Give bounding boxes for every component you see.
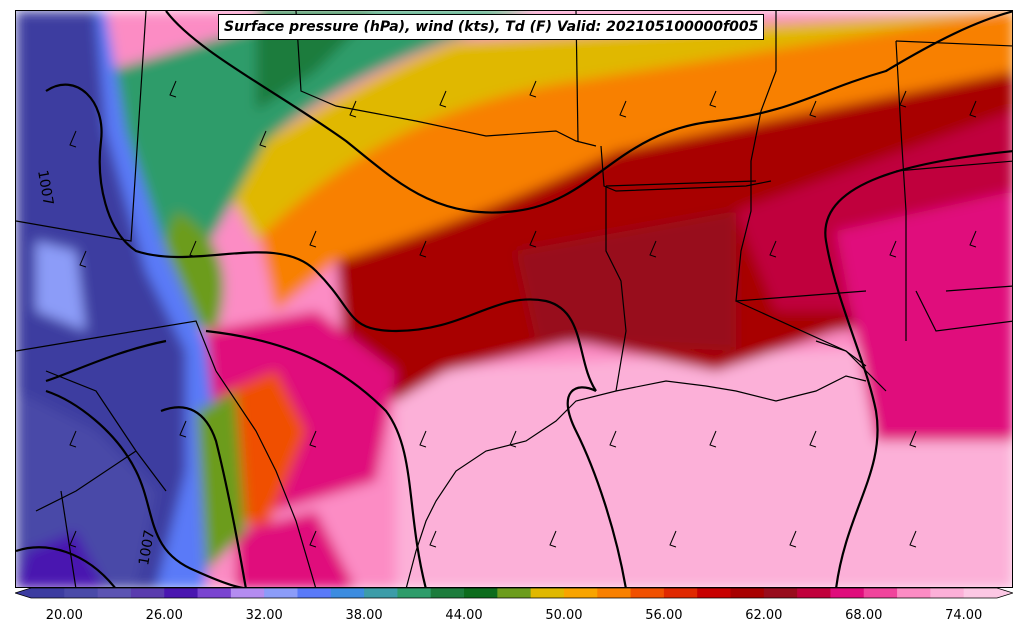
colorbar-swatch <box>497 588 532 598</box>
coastline <box>405 340 867 587</box>
colorbar-swatch <box>97 588 132 598</box>
colorbar-tick-label: 20.00 <box>45 608 83 623</box>
colorbar-swatch <box>630 588 665 598</box>
colorbar-tick-label: 56.00 <box>645 608 683 623</box>
map-panel: 1007 1007 <box>15 10 1013 588</box>
colorbar-swatch <box>230 588 265 598</box>
colorbar <box>15 588 1013 599</box>
colorbar-extend-max <box>997 588 1013 598</box>
colorbar-swatch <box>64 588 99 598</box>
colorbar-extend-min <box>15 588 31 598</box>
colorbar-tick-label: 62.00 <box>745 608 783 623</box>
wind-barbs <box>69 80 977 548</box>
colorbar-tick-label: 44.00 <box>445 608 483 623</box>
colorbar-swatch <box>130 588 165 598</box>
colorbar-tick-label: 38.00 <box>345 608 383 623</box>
colorbar-swatch <box>863 588 898 598</box>
colorbar-swatch <box>763 588 798 598</box>
colorbar-swatch <box>464 588 498 598</box>
dewpoint-field-map: 1007 1007 <box>16 11 1012 587</box>
colorbar-outline <box>15 588 1013 599</box>
colorbar-swatch <box>697 588 732 598</box>
colorbar-swatch <box>530 588 565 598</box>
dewpoint-fill <box>16 11 1012 587</box>
colorbar-swatch <box>197 588 232 598</box>
colorbar-swatch <box>264 588 298 598</box>
colorbar-tick-label: 26.00 <box>145 608 183 623</box>
map-title: Surface pressure (hPa), wind (kts), Td (… <box>218 14 765 40</box>
colorbar-swatch <box>430 588 465 598</box>
colorbar-swatch <box>297 588 332 598</box>
colorbar-swatch <box>164 588 199 598</box>
isobar-label-south: 1007 <box>136 529 158 567</box>
colorbar-swatch <box>31 588 65 598</box>
colorbar-swatch <box>797 588 831 598</box>
colorbar-tick-label: 32.00 <box>245 608 283 623</box>
colorbar-swatch <box>330 588 365 598</box>
colorbar-swatch <box>597 588 632 598</box>
colorbar-swatch <box>663 588 698 598</box>
colorbar-swatch <box>963 588 998 598</box>
isobar-label-north: 1007 <box>34 169 56 207</box>
colorbar-tick-label: 74.00 <box>945 608 983 623</box>
colorbar-swatch <box>563 588 598 598</box>
colorbar-swatch <box>730 588 765 598</box>
colorbar-swatch <box>364 588 398 598</box>
colorbar-swatch <box>930 588 965 598</box>
isobar-contours <box>16 11 1012 587</box>
colorbar-swatch <box>897 588 931 598</box>
colorbar-tick-label: 68.00 <box>845 608 883 623</box>
colorbar-tick-label: 50.00 <box>545 608 583 623</box>
colorbar-swatch <box>397 588 432 598</box>
colorbar-swatch <box>830 588 865 598</box>
